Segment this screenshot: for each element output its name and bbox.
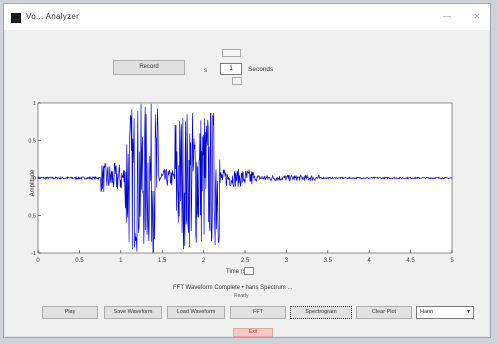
seconds-spin-up-button[interactable] (222, 49, 241, 57)
window-function-select[interactable]: Hann ▼ (416, 306, 474, 319)
x-tick-label: 1.5 (158, 258, 167, 264)
y-tick-label: 0 (33, 176, 36, 182)
seconds-prefix-label: s (204, 68, 207, 74)
y-axis-label: Amplitude (30, 169, 36, 196)
close-button[interactable]: ✕ (473, 12, 481, 21)
x-tick-label: 3 (285, 258, 289, 264)
x-tick-label: 1 (119, 258, 123, 264)
record-button[interactable]: Record (113, 60, 185, 75)
status-text: FFT Waveform Complete • hans Spectrum ..… (173, 285, 293, 291)
x-tick-label: 0 (36, 258, 40, 264)
x-tick-label: 2 (202, 258, 206, 264)
exit-button[interactable]: Exit (233, 328, 273, 337)
seconds-label: Seconds (248, 66, 274, 73)
x-tick-label: 0.5 (75, 258, 84, 264)
window-title: Vo... Analyzer (26, 12, 80, 21)
load-waveform-button[interactable]: Load Waveform (167, 306, 225, 319)
spectrogram-button[interactable]: Spectrogram (290, 306, 352, 319)
chevron-down-icon: ▼ (466, 309, 471, 315)
app-icon (11, 13, 21, 23)
clear-plot-button[interactable]: Clear Plot (356, 306, 412, 319)
x-tick-label: 4.5 (406, 258, 415, 264)
x-tick-label: 2.5 (241, 258, 250, 264)
x-axis-label: Time (s) (226, 269, 248, 275)
title-bar: Vo... Analyzer — ✕ (4, 4, 490, 30)
play-button[interactable]: Play (42, 306, 98, 319)
x-tick-label: 5 (450, 258, 454, 264)
x-tick-label: 4 (368, 258, 372, 264)
save-waveform-button[interactable]: Save Waveform (104, 306, 162, 319)
seconds-spin-down-button[interactable] (232, 77, 242, 85)
x-tick-label: 3.5 (324, 258, 333, 264)
seconds-input[interactable]: 1 (220, 63, 242, 75)
y-tick-label: 0.5 (28, 139, 36, 145)
waveform-plot: 0 0.5 1 1.5 2 2.5 3 3.5 4 4.5 5 -1 -0.5 0 0.5 1 Amplit… (28, 101, 454, 264)
select-value: Hann (420, 309, 434, 315)
waveform-series (37, 103, 453, 254)
x-axis-box (244, 267, 254, 275)
y-tick-label: -1 (31, 251, 36, 257)
y-tick-label: -0.5 (28, 214, 36, 220)
minimize-button[interactable]: — (443, 12, 451, 21)
fft-button[interactable]: FFT (230, 306, 286, 319)
y-tick-label: 1 (33, 101, 36, 107)
status-subtext: Ready (234, 293, 249, 299)
